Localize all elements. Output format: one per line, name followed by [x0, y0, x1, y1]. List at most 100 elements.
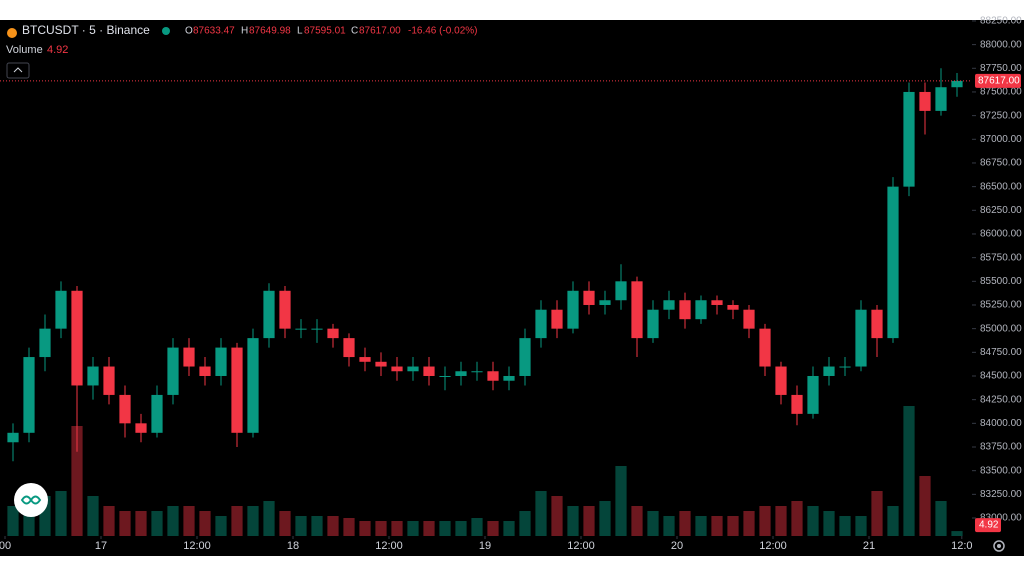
volume-bar [871, 491, 883, 536]
candle-body [471, 371, 483, 373]
volume-bar [23, 501, 35, 536]
candle-body [679, 300, 691, 320]
volume-bar [551, 496, 563, 536]
volume-bar [503, 521, 515, 536]
symbol: BTCUSDT · 5 · Binance [22, 23, 150, 37]
candle-body [775, 366, 787, 395]
y-tick-label: 83000.00 [980, 513, 1022, 524]
chart-background [0, 20, 1024, 556]
candle-body [151, 394, 163, 433]
candle-body [71, 290, 83, 386]
candle-body [631, 281, 643, 339]
candle-body [855, 309, 867, 367]
volume-bar [775, 506, 787, 536]
volume-bar [359, 521, 371, 536]
y-tick-label: 85750.00 [980, 252, 1022, 263]
ohlc-value: 87617.00 [359, 26, 401, 37]
candle-body [135, 423, 147, 433]
volume-bar [455, 521, 467, 536]
status-dot [162, 27, 170, 35]
volume-bar [103, 506, 115, 536]
volume-bar [327, 516, 339, 536]
candle-body [615, 281, 627, 301]
candle-body [887, 186, 899, 339]
volume-bar [935, 501, 947, 536]
volume-bar [951, 531, 963, 536]
volume-bar [151, 511, 163, 536]
ohlc-value: 87595.01 [304, 26, 346, 37]
volume-bar [423, 521, 435, 536]
candle-body [759, 328, 771, 367]
y-tick-label: 83750.00 [980, 442, 1022, 453]
collapse-button[interactable] [6, 62, 30, 79]
ohlc-label: L [297, 26, 303, 37]
y-tick-label: 84000.00 [980, 418, 1022, 429]
volume-label: Volume [6, 44, 43, 56]
x-tick-label: 21 [863, 540, 875, 552]
volume-bar [615, 466, 627, 536]
candle-body [839, 366, 851, 368]
candle-body [215, 347, 227, 376]
ohlc-value: 87633.47 [193, 26, 235, 37]
candle-body [375, 361, 387, 367]
volume-bar [487, 521, 499, 536]
logo-button[interactable] [14, 483, 48, 517]
volume-bar [519, 511, 531, 536]
candle-body [199, 366, 211, 376]
volume-bar [343, 518, 355, 536]
candle-body [551, 309, 563, 329]
candle-body [103, 366, 115, 395]
volume-bar [7, 506, 19, 536]
volume-bar [839, 516, 851, 536]
candle-body [727, 304, 739, 310]
candle-body [23, 357, 35, 433]
volume-bar [711, 516, 723, 536]
volume-bar [167, 506, 179, 536]
candle-body [807, 375, 819, 414]
last-price-label: 87617.00 [978, 76, 1020, 87]
candle-body [919, 91, 931, 111]
volume-bar [791, 501, 803, 536]
candle-body [535, 309, 547, 339]
volume-bar [135, 511, 147, 536]
y-tick-label: 86000.00 [980, 229, 1022, 240]
volume-tag-label: 4.92 [979, 520, 999, 531]
candle-body [487, 371, 499, 381]
volume-bar [439, 521, 451, 536]
y-tick-label: 88250.00 [980, 16, 1022, 27]
change: -16.46 (-0.02%) [408, 26, 477, 37]
volume-bar [39, 496, 51, 536]
volume-bar [247, 506, 259, 536]
volume-bar [231, 506, 243, 536]
candle-body [935, 87, 947, 111]
y-tick-label: 86500.00 [980, 181, 1022, 192]
y-tick-label: 84500.00 [980, 371, 1022, 382]
volume-bar [55, 491, 67, 536]
candle-body [903, 91, 915, 187]
candle-body [567, 290, 579, 329]
y-tick-label: 85250.00 [980, 300, 1022, 311]
volume-bar [903, 406, 915, 536]
candle-body [247, 338, 259, 433]
candle-body [439, 375, 451, 377]
y-tick-label: 84250.00 [980, 394, 1022, 405]
x-tick-label: 12:00 [567, 540, 595, 552]
ohlc-label: O [185, 26, 193, 37]
y-tick-label: 87500.00 [980, 87, 1022, 98]
volume-bar [647, 511, 659, 536]
x-tick-label: 12:0 [951, 540, 972, 552]
ohlc-label: C [351, 26, 358, 37]
candle-body [183, 347, 195, 367]
x-tick-label: 19 [479, 540, 491, 552]
candle-body [647, 309, 659, 339]
candle-body [695, 300, 707, 320]
volume-bar [263, 501, 275, 536]
settings-button[interactable] [993, 540, 1005, 552]
last-price-tag [975, 73, 1021, 88]
y-tick-label: 83250.00 [980, 489, 1022, 500]
volume-bar [375, 521, 387, 536]
volume-bar [407, 521, 419, 536]
y-tick-label: 87750.00 [980, 63, 1022, 74]
volume-bar [183, 506, 195, 536]
candle-body [743, 309, 755, 329]
